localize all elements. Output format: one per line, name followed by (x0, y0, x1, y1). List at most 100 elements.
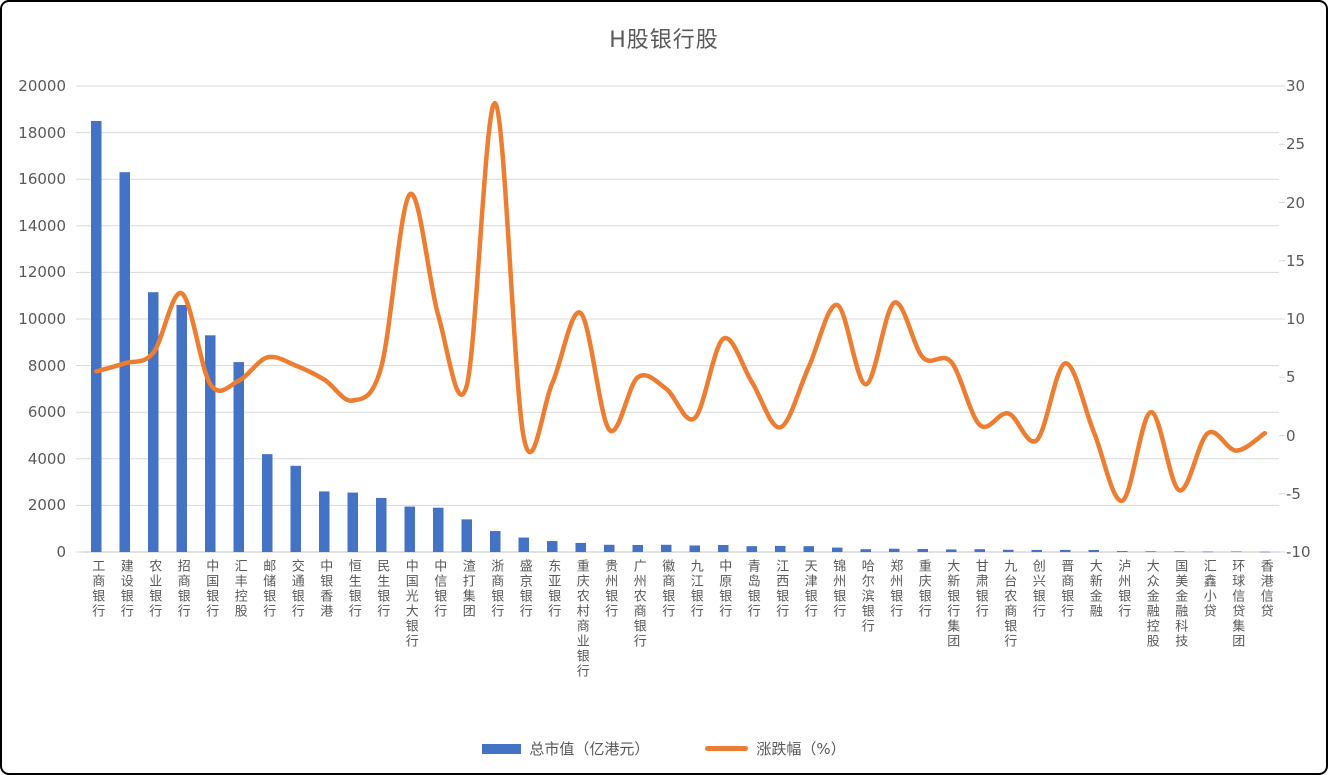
x-axis-label: 九江银行 (687, 559, 703, 619)
bar (803, 546, 814, 552)
bar (547, 541, 558, 552)
x-axis-label: 浙商银行 (488, 559, 504, 619)
x-axis-label: 汇鑫小贷 (1200, 559, 1216, 619)
bar (917, 548, 928, 552)
chart-title: H股银行股 (609, 28, 719, 53)
x-axis-label: 中国银行 (203, 559, 219, 619)
x-axis-label: 泸州银行 (1115, 559, 1131, 619)
left-axis-tick-label: 0 (56, 543, 66, 561)
bar (860, 549, 871, 552)
x-axis-label: 广州农商银行 (630, 559, 646, 649)
bar (290, 465, 301, 552)
left-axis-tick-label: 6000 (27, 403, 66, 422)
bar (1202, 551, 1213, 553)
x-axis-label: 东亚银行 (545, 559, 561, 619)
right-axis-tick-label: 20 (1286, 193, 1306, 212)
x-axis-label: 大众金融控股 (1143, 559, 1159, 649)
x-axis-label: 国美金融科技 (1172, 559, 1188, 649)
left-axis-tick-label: 4000 (27, 449, 66, 468)
bar (404, 506, 415, 552)
bar-series-swatch-icon (482, 743, 522, 754)
x-axis-label: 中国光大银行 (402, 559, 418, 649)
bar (946, 549, 957, 552)
x-axis-label: 盛京银行 (516, 559, 532, 619)
x-axis-label: 天津银行 (801, 559, 817, 619)
legend-item-marketcap: 总市值（亿港元） (482, 738, 649, 759)
x-axis-label: 江西银行 (773, 559, 789, 619)
bar (233, 362, 244, 552)
x-axis-label: 民生银行 (374, 559, 390, 619)
bar (1060, 549, 1071, 552)
bar (689, 545, 700, 552)
bar (1231, 551, 1242, 553)
bar (632, 545, 643, 552)
line-series-label: 涨跌幅（%） (756, 740, 846, 758)
bar (205, 335, 216, 552)
x-axis-label: 中信银行 (431, 559, 447, 619)
bar (1031, 549, 1042, 552)
bar (1174, 551, 1185, 552)
x-axis-label: 徽商银行 (659, 559, 675, 619)
bar (148, 292, 159, 552)
bar (1145, 551, 1156, 552)
right-axis-tick-label: 10 (1286, 310, 1306, 328)
bar (319, 491, 330, 552)
x-axis-label: 创兴银行 (1029, 559, 1045, 619)
bar (1117, 551, 1128, 552)
x-axis-label: 重庆农村商业银行 (573, 559, 589, 679)
x-axis-label: 青岛银行 (744, 559, 760, 619)
right-axis-tick-label: 30 (1286, 77, 1306, 95)
bar-series-label: 总市值（亿港元） (529, 740, 650, 758)
left-axis-tick-label: 16000 (18, 170, 66, 189)
right-axis-tick-label: 25 (1286, 135, 1306, 154)
right-axis-tick-label: 5 (1286, 368, 1296, 387)
x-axis-label: 汇丰控股 (231, 559, 247, 619)
x-axis-label: 香港信贷 (1257, 559, 1273, 619)
x-axis-label: 贵州银行 (602, 559, 618, 619)
left-axis-tick-label: 8000 (27, 356, 66, 375)
bar (1088, 550, 1099, 552)
x-axis-label: 恒生银行 (345, 559, 361, 619)
x-axis-label: 锦州银行 (830, 559, 846, 619)
bar (661, 544, 672, 552)
x-axis-label: 甘肃银行 (972, 559, 988, 619)
left-axis-tick-label: 12000 (18, 263, 66, 282)
x-axis-label: 农业银行 (146, 559, 162, 619)
bar (832, 547, 843, 552)
x-axis-label: 中原银行 (716, 559, 732, 619)
x-axis-label: 招商银行 (174, 559, 190, 619)
right-axis-tick-label: 0 (1286, 426, 1296, 445)
bar (176, 305, 187, 552)
x-axis-label: 大新金融 (1086, 559, 1102, 619)
bar (461, 519, 472, 552)
bar (376, 497, 387, 552)
bar (1003, 549, 1014, 552)
x-axis-label: 重庆银行 (915, 559, 931, 619)
x-axis-label: 九台农商银行 (1001, 559, 1017, 649)
left-axis-tick-label: 20000 (18, 77, 66, 95)
line-series-path (94, 101, 1268, 503)
bar (775, 545, 786, 552)
left-axis-tick-label: 10000 (18, 310, 66, 328)
x-axis-label: 郑州银行 (887, 559, 903, 619)
bar (1259, 551, 1270, 553)
x-axis-label: 工商银行 (89, 559, 105, 619)
x-axis-label: 邮储银行 (260, 559, 276, 619)
bar (746, 546, 757, 552)
x-axis-label: 大新银行集团 (944, 559, 960, 649)
left-axis-tick-label: 18000 (18, 123, 66, 142)
line-series-swatch-icon (705, 746, 749, 751)
right-axis-tick-label: -5 (1286, 484, 1301, 503)
x-axis-label: 渣打集团 (459, 559, 475, 619)
left-axis-tick-label: 2000 (27, 496, 66, 515)
legend-item-change: 涨跌幅（%） (705, 738, 846, 759)
bar (889, 548, 900, 552)
bar (518, 537, 529, 552)
right-axis-tick-label: 15 (1286, 251, 1306, 270)
bar (718, 545, 729, 552)
x-axis-label: 哈尔滨银行 (858, 559, 874, 634)
left-axis-tick-label: 14000 (18, 216, 66, 235)
x-axis-label: 中银香港 (317, 559, 333, 619)
